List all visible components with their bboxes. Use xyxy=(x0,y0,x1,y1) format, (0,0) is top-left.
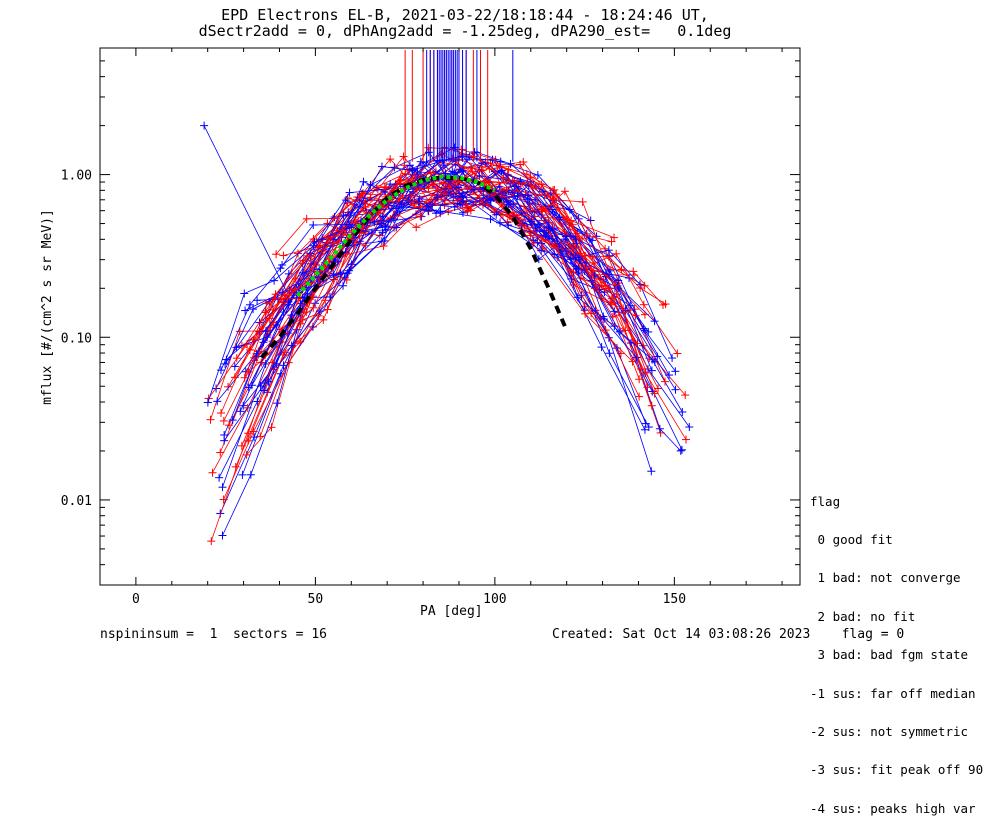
pitch-angle-curve xyxy=(244,165,666,378)
y-tick-label: 1.00 xyxy=(61,169,92,184)
x-axis-label: PA [deg] xyxy=(420,604,483,619)
chart-title-line1: EPD Electrons EL-B, 2021-03-22/18:18:44 … xyxy=(221,6,709,24)
y-axis-label: mflux [#/(cm^2 s sr MeV)] xyxy=(40,209,55,405)
pitch-angle-curves xyxy=(200,121,694,546)
legend-item: 2 bad: no fit xyxy=(810,608,916,624)
y-tick-label: 0.01 xyxy=(61,494,92,509)
pitch-angle-plot: 0 50 100 150 0.01 0.10 1.00 xyxy=(61,47,801,607)
pitch-angle-curve xyxy=(245,151,605,372)
x-tick-label: 150 xyxy=(663,592,686,607)
x-tick-label: 50 xyxy=(308,592,324,607)
legend-item: -3 sus: fit peak off 90 xyxy=(810,762,984,778)
legend-title: flag xyxy=(810,493,841,509)
legend-item: 3 bad: bad fgm state xyxy=(810,647,969,663)
legend-item: -2 sus: not symmetric xyxy=(810,723,969,739)
axes: 0 50 100 150 0.01 0.10 1.00 xyxy=(61,47,800,607)
chart-title-line2: dSectr2add = 0, dPhAng2add = -1.25deg, d… xyxy=(198,22,732,40)
x-tick-label: 0 xyxy=(132,592,140,607)
pitch-angle-curve xyxy=(234,204,586,367)
legend-item: -1 sus: far off median xyxy=(810,685,976,701)
y-tick-label: 0.10 xyxy=(61,331,92,346)
footer-spin-info: nspininsum = 1 sectors = 16 xyxy=(100,627,327,642)
legend-item: -4 sus: peaks high var xyxy=(810,800,976,816)
footer-created-info: Created: Sat Oct 14 03:08:26 2023 flag =… xyxy=(552,627,905,642)
peak-spike-lines xyxy=(404,50,514,162)
legend-item: 0 good fit xyxy=(810,531,893,547)
outlier-line xyxy=(203,125,288,293)
legend-item: 1 bad: not converge xyxy=(810,570,961,586)
gaussian-fit-line xyxy=(295,174,496,298)
fit-lines xyxy=(260,174,569,359)
pitch-angle-curve xyxy=(220,151,578,371)
flag-legend: flag 0 good fit 1 bad: not converge 2 ba… xyxy=(810,470,983,828)
plot-frame xyxy=(99,47,801,586)
x-tick-label: 100 xyxy=(483,592,506,607)
pitch-angle-curve xyxy=(281,161,676,372)
median-fit-line xyxy=(260,175,569,359)
